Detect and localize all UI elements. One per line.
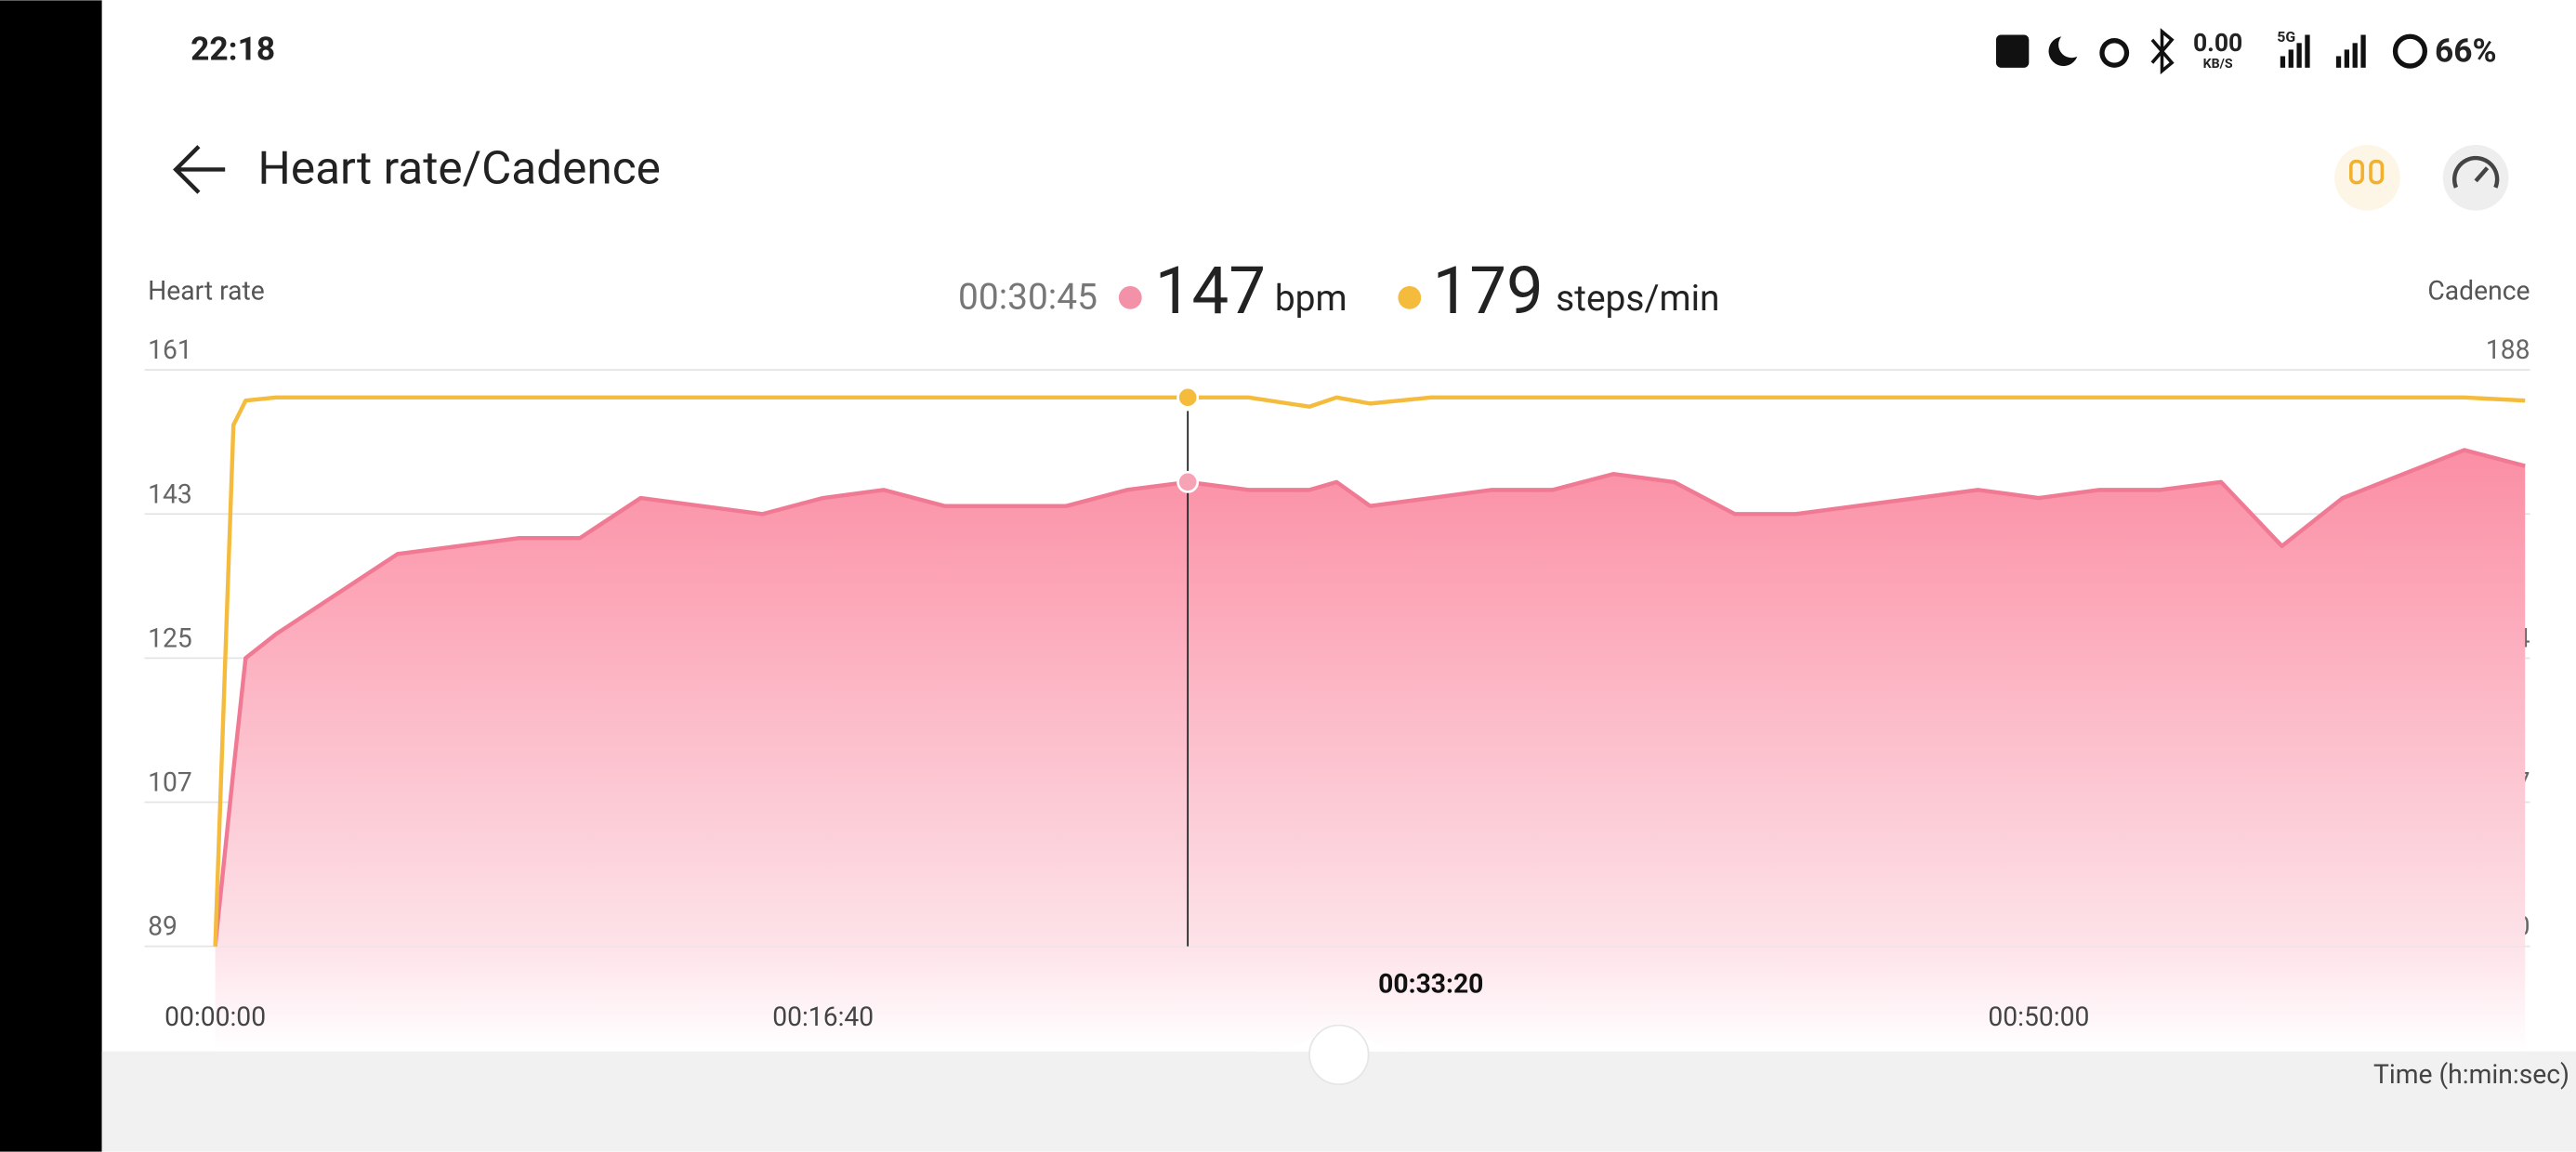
cadence-line: [213, 395, 2526, 947]
net-speed: 0.00: [2193, 29, 2242, 58]
y-tick-label: 125: [148, 622, 192, 653]
y-tick-label: 143: [148, 478, 192, 509]
x-tick-label: 00:33:20: [1378, 969, 1483, 1000]
hr-line: [213, 448, 2526, 947]
readout-cadence: 179: [1433, 253, 1544, 330]
pace-toggle[interactable]: [2442, 144, 2509, 211]
hr-area: [215, 450, 2526, 947]
cadence-dot: [1398, 285, 1422, 309]
x-tick-label: 00:50:00: [1988, 1001, 2089, 1032]
page-title: Heart rate/Cadence: [258, 141, 661, 195]
cursor-point: [1176, 386, 1200, 409]
readout-cadence-unit: steps/min: [1556, 278, 1719, 320]
x-axis-label: Time (h:min:sec): [2373, 1059, 2569, 1090]
y2-axis-label: Cadence: [2427, 276, 2530, 307]
battery: 66%: [2435, 31, 2497, 70]
hr-dot: [1118, 285, 1142, 309]
scrubber-handle[interactable]: [1308, 1024, 1370, 1086]
y2-tick-label: 188: [2486, 334, 2530, 365]
readout-hr-unit: bpm: [1275, 278, 1347, 320]
readout-hr: 147: [1155, 253, 1266, 330]
cursor-point: [1176, 470, 1200, 493]
y-axis-label: Heart rate: [148, 276, 265, 307]
clock: 22:18: [191, 30, 275, 69]
y-tick-label: 89: [148, 911, 177, 942]
net-unit: KB/S: [2203, 57, 2233, 72]
net-type: 5G: [2277, 28, 2295, 46]
cadence-toggle[interactable]: [2334, 144, 2400, 211]
back-button[interactable]: [173, 145, 226, 194]
side-bar: [0, 0, 102, 1152]
x-tick-label: 00:16:40: [772, 1001, 874, 1032]
y-tick-label: 161: [148, 334, 192, 365]
y-tick-label: 107: [148, 767, 192, 798]
status-icons: [1995, 28, 2428, 75]
fade: [215, 946, 2526, 1052]
x-tick-label: 00:00:00: [164, 1001, 266, 1032]
readout-time: 00:30:45: [958, 276, 1097, 318]
